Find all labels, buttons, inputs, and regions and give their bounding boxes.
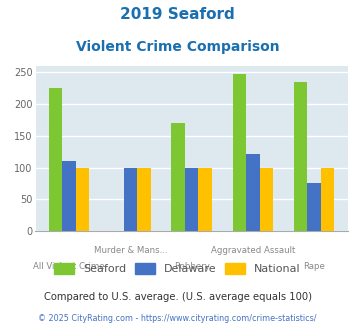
Bar: [233, 74, 246, 231]
Text: 2019 Seaford: 2019 Seaford: [120, 7, 235, 21]
Bar: [62, 161, 76, 231]
Bar: [49, 88, 62, 231]
Bar: [307, 183, 321, 231]
Bar: [171, 123, 185, 231]
Text: Violent Crime Comparison: Violent Crime Comparison: [76, 40, 279, 53]
Text: Murder & Mans...: Murder & Mans...: [94, 246, 167, 255]
Text: © 2025 CityRating.com - https://www.cityrating.com/crime-statistics/: © 2025 CityRating.com - https://www.city…: [38, 314, 317, 323]
Bar: [246, 153, 260, 231]
Bar: [321, 168, 334, 231]
Bar: [260, 168, 273, 231]
Text: Aggravated Assault: Aggravated Assault: [211, 246, 295, 255]
Text: Robbery: Robbery: [174, 262, 210, 271]
Legend: Seaford, Delaware, National: Seaford, Delaware, National: [54, 263, 301, 275]
Bar: [76, 168, 89, 231]
Text: All Violent Crime: All Violent Crime: [33, 262, 105, 271]
Text: Rape: Rape: [303, 262, 325, 271]
Bar: [185, 168, 198, 231]
Text: Compared to U.S. average. (U.S. average equals 100): Compared to U.S. average. (U.S. average …: [44, 292, 311, 302]
Bar: [294, 82, 307, 231]
Bar: [198, 168, 212, 231]
Bar: [137, 168, 151, 231]
Bar: [124, 168, 137, 231]
